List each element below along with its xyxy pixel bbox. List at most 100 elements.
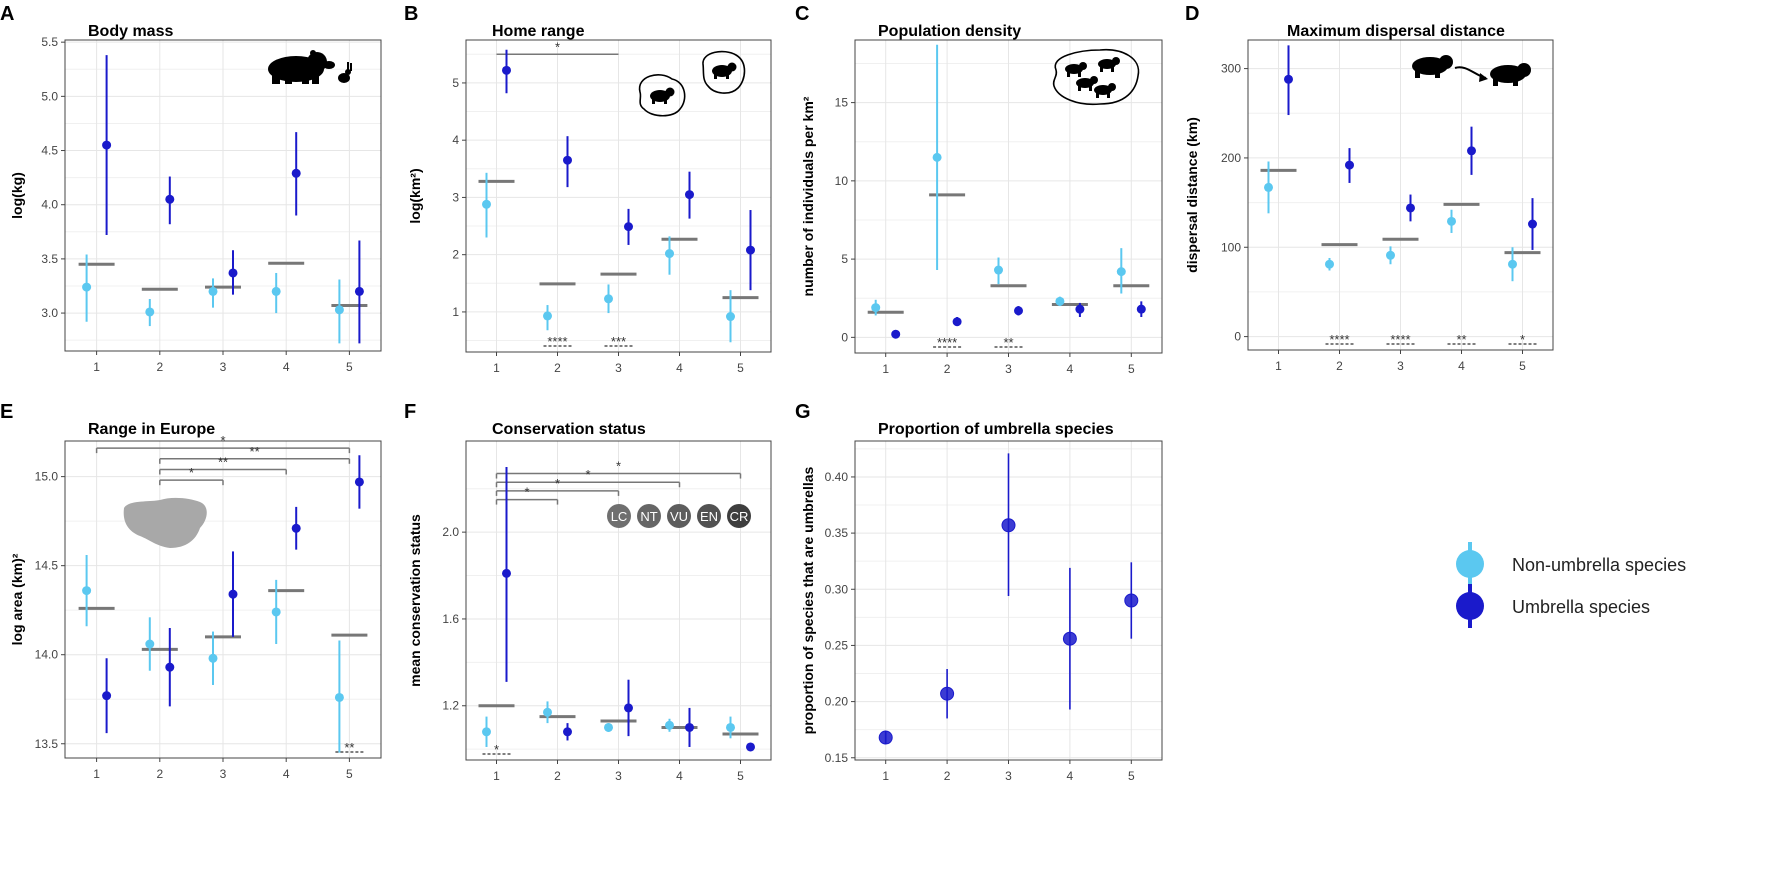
data-point bbox=[563, 155, 572, 165]
x-tick-label: 2 bbox=[554, 769, 561, 783]
significance-marker: **** bbox=[1390, 332, 1410, 347]
x-tick-label: 5 bbox=[1128, 362, 1135, 376]
data-point bbox=[685, 190, 694, 200]
y-tick-label: 4 bbox=[452, 133, 459, 147]
plot-frame bbox=[64, 440, 382, 759]
data-point bbox=[932, 152, 942, 162]
x-tick-label: 4 bbox=[283, 360, 290, 374]
significance-marker: **** bbox=[937, 335, 957, 350]
data-point bbox=[1467, 146, 1476, 156]
data-point bbox=[952, 317, 962, 327]
y-tick-label: 2.0 bbox=[442, 525, 459, 539]
y-tick-label: 3.5 bbox=[41, 252, 58, 266]
data-point bbox=[1386, 250, 1395, 260]
y-tick-label: 0.20 bbox=[825, 695, 849, 709]
x-tick-label: 5 bbox=[1519, 359, 1526, 373]
data-point bbox=[502, 568, 511, 578]
panel-title: Maximum dispersal distance bbox=[1287, 23, 1505, 40]
status-nt: NT bbox=[640, 509, 657, 524]
legend-label: Non-umbrella species bbox=[1512, 555, 1686, 575]
y-tick-label: 15 bbox=[835, 96, 849, 110]
y-tick-label: 0 bbox=[841, 330, 848, 344]
panel-label: E bbox=[0, 401, 13, 423]
data-point bbox=[271, 607, 281, 617]
x-tick-label: 1 bbox=[493, 769, 500, 783]
x-tick-label: 1 bbox=[93, 360, 100, 374]
bear-and-rabbit-icon bbox=[268, 50, 352, 84]
x-tick-label: 1 bbox=[882, 362, 889, 376]
y-axis-label: log(kg) bbox=[9, 172, 25, 219]
y-axis-label: mean conservation status bbox=[407, 514, 423, 687]
data-point bbox=[208, 286, 218, 296]
y-tick-label: 10 bbox=[835, 174, 849, 188]
y-axis-label: proportion of species that are umbrellas bbox=[800, 466, 816, 734]
y-axis-label: log area (km)² bbox=[9, 553, 25, 645]
data-point bbox=[994, 265, 1003, 275]
x-tick-label: 2 bbox=[156, 360, 163, 374]
data-point bbox=[482, 727, 491, 737]
x-tick-label: 1 bbox=[93, 767, 100, 781]
x-tick-label: 5 bbox=[346, 360, 353, 374]
data-point bbox=[228, 589, 238, 599]
y-tick-label: 0 bbox=[1234, 330, 1241, 344]
data-point bbox=[482, 199, 491, 209]
data-point bbox=[1447, 216, 1456, 226]
y-tick-label: 4.5 bbox=[41, 144, 58, 158]
status-lc: LC bbox=[611, 509, 628, 524]
data-point bbox=[82, 586, 92, 596]
data-point bbox=[940, 686, 955, 701]
significance-marker: **** bbox=[1329, 332, 1349, 347]
data-point bbox=[354, 477, 364, 487]
data-point bbox=[291, 168, 301, 178]
x-tick-label: 4 bbox=[676, 361, 683, 375]
y-tick-label: 3.0 bbox=[41, 306, 58, 320]
x-tick-label: 1 bbox=[882, 769, 889, 783]
x-tick-label: 2 bbox=[554, 361, 561, 375]
data-point bbox=[145, 307, 155, 317]
data-point bbox=[502, 65, 511, 75]
data-point bbox=[1001, 518, 1016, 533]
legend-item-non-umbrella: Non-umbrella species bbox=[1456, 542, 1686, 586]
panel-label: G bbox=[795, 401, 811, 423]
significance-label: * bbox=[585, 467, 590, 482]
dispersal-icon bbox=[1412, 55, 1531, 86]
x-tick-label: 5 bbox=[737, 769, 744, 783]
panel-A: A Body mass 3.0 3.5 4.0 4.5 5.0 5.5 1 2 3 4 5 log(k… bbox=[0, 3, 382, 374]
plot-frame bbox=[465, 39, 772, 353]
data-point bbox=[624, 222, 633, 232]
data-point bbox=[871, 303, 881, 313]
x-tick-label: 1 bbox=[1275, 359, 1282, 373]
significance-marker: ** bbox=[1003, 335, 1013, 350]
data-point bbox=[1406, 203, 1415, 213]
data-point bbox=[82, 282, 92, 292]
data-point bbox=[1264, 182, 1273, 192]
x-tick-label: 3 bbox=[1005, 362, 1012, 376]
panel-C: C Population density 0 5 10 15 1 2 3 4 5 number o… bbox=[795, 3, 1163, 376]
panel-title: Body mass bbox=[88, 23, 173, 40]
x-tick-label: 4 bbox=[1458, 359, 1465, 373]
y-tick-label: 13.5 bbox=[35, 737, 59, 751]
data-point bbox=[165, 194, 175, 204]
data-point bbox=[271, 286, 281, 296]
legend-label: Umbrella species bbox=[1512, 597, 1650, 617]
data-point bbox=[1116, 267, 1126, 277]
x-tick-label: 4 bbox=[1067, 769, 1074, 783]
plot-frame bbox=[854, 39, 1163, 354]
y-tick-label: 15.0 bbox=[35, 470, 59, 484]
y-tick-label: 14.5 bbox=[35, 559, 59, 573]
x-tick-label: 3 bbox=[220, 767, 227, 781]
data-point bbox=[563, 727, 572, 737]
significance-label: * bbox=[189, 465, 194, 480]
panel-title: Proportion of umbrella species bbox=[878, 421, 1114, 438]
y-axis-label: log(km²) bbox=[407, 168, 423, 223]
territory-icon bbox=[638, 50, 746, 117]
data-point bbox=[291, 523, 301, 533]
y-tick-label: 1.6 bbox=[442, 612, 459, 626]
data-point bbox=[604, 294, 613, 304]
status-en: EN bbox=[700, 509, 718, 524]
data-point bbox=[1528, 219, 1537, 229]
significance-label: * bbox=[616, 459, 621, 474]
significance-marker: ** bbox=[344, 740, 354, 755]
x-tick-label: 4 bbox=[1067, 362, 1074, 376]
